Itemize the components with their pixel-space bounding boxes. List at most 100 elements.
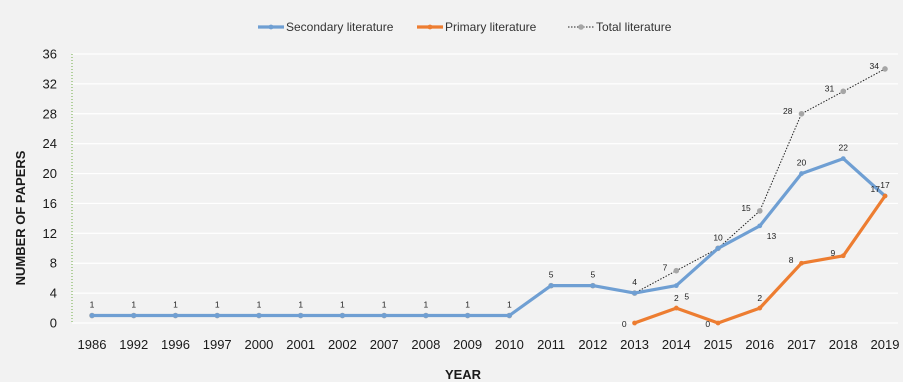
secondary-literature-marker [256,313,262,318]
primary-literature-data-label: 17 [871,184,881,194]
y-tick-label: 24 [43,136,57,151]
secondary-literature-data-label: 1 [131,300,136,310]
legend-swatch-marker [578,24,584,30]
primary-literature-data-label: 9 [831,248,836,258]
legend-label: Secondary literature [286,20,394,34]
y-tick-label: 4 [50,286,57,301]
total-literature-line [92,68,886,316]
legend-label: Total literature [596,20,672,34]
secondary-literature-marker [340,313,345,318]
series-lines [89,66,888,326]
secondary-literature-data-label: 1 [507,300,512,310]
y-tick-label: 0 [50,316,57,331]
x-tick-label: 2010 [495,337,524,352]
secondary-literature-marker [715,245,721,251]
total-literature-marker [840,88,847,95]
secondary-literature-data-label: 1 [257,300,262,310]
secondary-literature-data-label: 1 [465,300,470,310]
secondary-literature-marker [298,313,304,318]
legend-item-total-literature: Total literature [568,20,672,34]
y-tick-label: 32 [43,76,57,91]
primary-literature-marker [757,305,763,311]
secondary-literature-marker [131,313,137,318]
secondary-literature-marker [840,156,846,162]
secondary-literature-data-label: 1 [340,300,345,310]
secondary-literature-marker [632,290,637,296]
x-tick-label: 1992 [119,337,148,352]
secondary-literature-marker [757,223,763,229]
secondary-literature-data-label: 5 [590,270,595,280]
total-literature-data-label: 7 [663,263,668,273]
gridlines [72,53,898,324]
y-tick-label: 36 [43,47,57,62]
x-tick-label: 2009 [453,337,482,352]
x-tick-label: 2007 [370,337,399,352]
legend-swatch-marker [427,24,433,30]
primary-literature-marker [715,320,721,326]
primary-literature-marker [673,305,679,311]
secondary-literature-data-label: 20 [797,158,807,168]
x-tick-label: 2014 [662,337,691,352]
x-tick-label: 2018 [829,337,858,352]
secondary-literature-marker [173,313,178,318]
x-tick-label: 1986 [78,337,107,352]
total-literature-data-label: 34 [870,61,880,71]
total-literature-data-label: 31 [825,83,835,93]
total-literature-marker [756,208,763,214]
secondary-literature-data-label: 1 [424,300,429,310]
total-literature-data-label: 15 [741,203,751,213]
secondary-literature-data-label: 17 [880,180,890,190]
primary-literature-data-label: 2 [757,293,762,303]
total-literature-data-label: 28 [783,106,793,116]
secondary-literature-marker [673,283,679,289]
x-tick-label: 2016 [745,337,774,352]
secondary-literature-data-label: 1 [173,300,178,310]
secondary-literature-data-label: 13 [767,231,777,241]
secondary-literature-line [92,157,887,318]
primary-literature-data-label: 0 [622,319,627,329]
secondary-literature-marker [381,313,387,318]
legend-item-secondary-literature: Secondary literature [258,20,394,34]
y-tick-label: 20 [43,166,57,181]
primary-literature-line [634,195,887,325]
secondary-literature-marker [89,313,95,318]
secondary-literature-data-label: 5 [684,292,689,302]
x-tick-label: 1996 [161,337,190,352]
x-axis-label: YEAR [445,367,482,382]
secondary-literature-marker [214,313,220,318]
primary-literature-marker [799,260,804,266]
x-tick-label: 2001 [286,337,315,352]
primary-literature-marker [632,320,637,326]
primary-literature-marker [840,253,846,259]
secondary-literature-data-label: 1 [382,300,387,310]
x-tick-label: 2017 [787,337,816,352]
x-tick-label: 2008 [411,337,440,352]
primary-literature-data-label: 2 [674,293,679,303]
x-tick-label: 2015 [704,337,733,352]
secondary-literature-data-label: 5 [549,270,554,280]
legend-item-primary-literature: Primary literature [417,20,537,34]
y-tick-label: 12 [43,226,57,241]
primary-literature-marker [882,193,888,199]
primary-literature-data-label: 0 [705,319,710,329]
secondary-literature-data-label: 1 [215,300,220,310]
secondary-literature-marker [799,171,804,176]
y-tick-label: 8 [50,256,57,271]
secondary-literature-data-label: 10 [713,232,723,242]
y-tick-label: 28 [43,106,57,121]
x-tick-label: 2002 [328,337,357,352]
y-tick-label: 16 [43,196,57,211]
x-tick-label: 2013 [620,337,649,352]
x-tick-label: 2011 [537,337,565,352]
x-tick-label: 2019 [871,337,900,352]
secondary-literature-data-label: 1 [90,300,95,310]
x-tick-labels: 1986 1992 1996 1997 2000 2001 2002 2007 2008 2009… [78,337,900,352]
legend-swatch-marker [268,24,274,30]
secondary-literature-marker [548,283,554,289]
total-literature-marker [798,110,805,117]
secondary-literature-marker [423,313,429,318]
total-literature-marker [673,267,680,274]
y-axis-label: NUMBER OF PAPERS [13,150,28,285]
